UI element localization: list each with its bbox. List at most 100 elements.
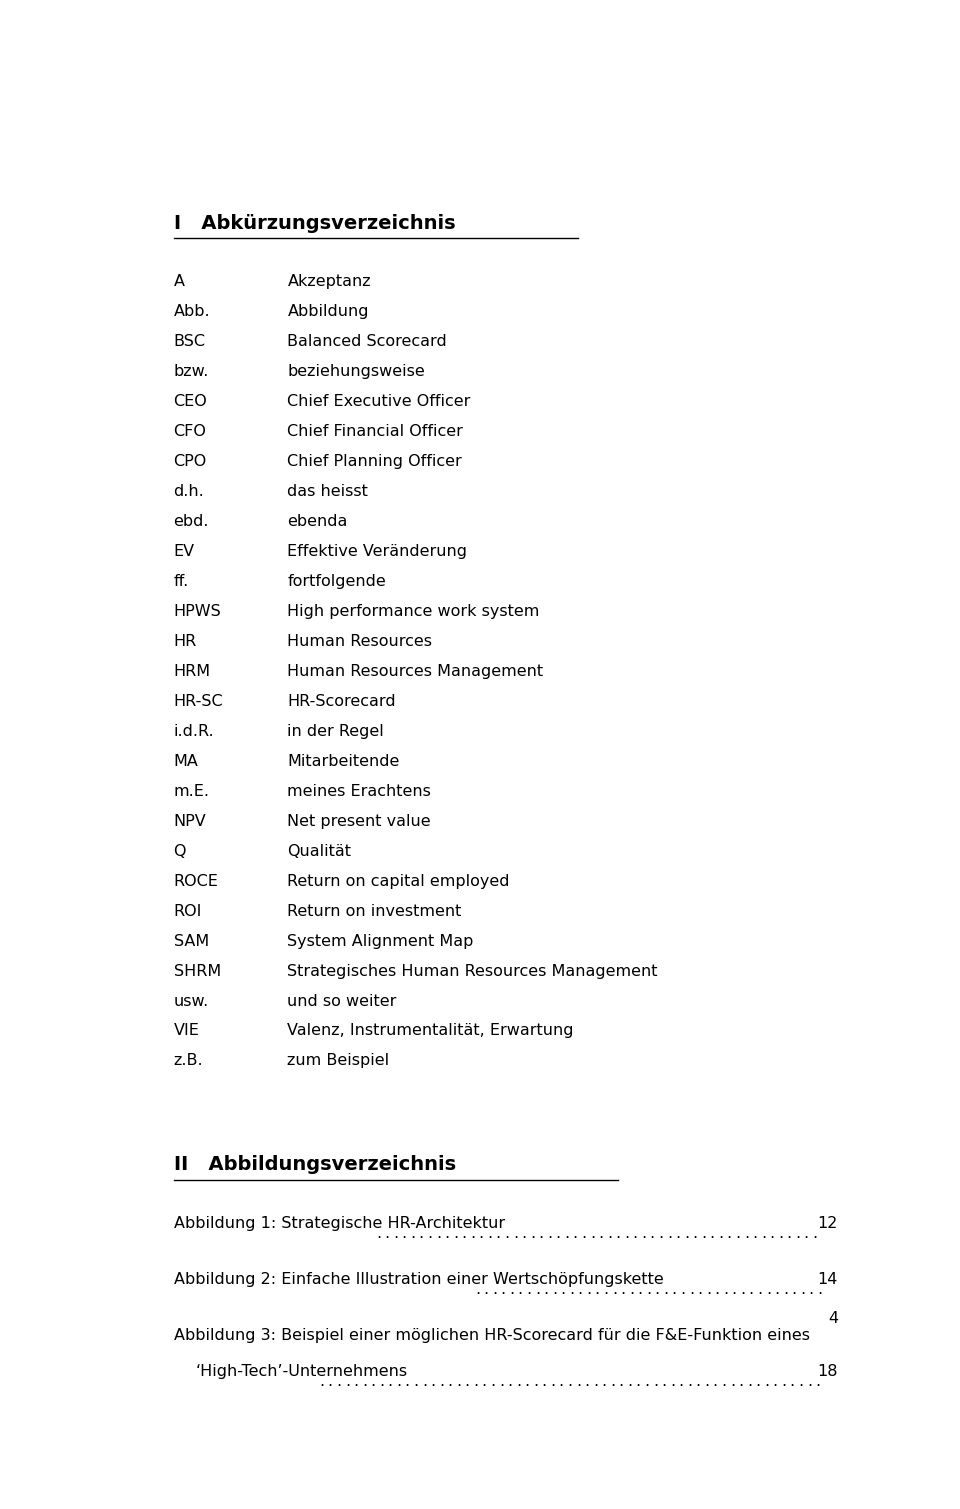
Text: .: . (624, 1227, 629, 1242)
Text: .: . (756, 1375, 760, 1388)
Text: und so weiter: und so weiter (287, 993, 396, 1008)
Text: m.E.: m.E. (174, 783, 209, 798)
Text: .: . (775, 1283, 780, 1298)
Text: .: . (507, 1375, 513, 1388)
Text: Return on capital employed: Return on capital employed (287, 874, 510, 889)
Text: .: . (687, 1375, 692, 1388)
Text: .: . (663, 1283, 668, 1298)
Text: .: . (655, 1283, 660, 1298)
Text: HR: HR (174, 634, 197, 649)
Text: .: . (492, 1283, 497, 1298)
Text: Q: Q (174, 844, 186, 859)
Text: .: . (696, 1375, 701, 1388)
Text: .: . (567, 1375, 572, 1388)
Text: I   Abkürzungsverzeichnis: I Abkürzungsverzeichnis (174, 214, 455, 232)
Text: HPWS: HPWS (174, 604, 222, 619)
Text: .: . (376, 1227, 381, 1242)
Text: .: . (447, 1375, 452, 1388)
Text: 12: 12 (818, 1216, 838, 1231)
Text: Human Resources Management: Human Resources Management (287, 664, 543, 679)
Text: .: . (526, 1283, 531, 1298)
Text: Chief Financial Officer: Chief Financial Officer (287, 424, 464, 439)
Text: CFO: CFO (174, 424, 206, 439)
Text: .: . (697, 1283, 703, 1298)
Text: .: . (517, 1283, 523, 1298)
Text: .: . (470, 1227, 475, 1242)
Text: .: . (388, 1375, 393, 1388)
Text: Effektive Veränderung: Effektive Veränderung (287, 543, 468, 558)
Text: .: . (749, 1283, 754, 1298)
Text: .: . (800, 1283, 805, 1298)
Text: .: . (714, 1283, 720, 1298)
Text: usw.: usw. (174, 993, 209, 1008)
Text: .: . (744, 1227, 749, 1242)
Text: .: . (676, 1227, 681, 1242)
Text: .: . (781, 1375, 786, 1388)
Text: .: . (730, 1375, 735, 1388)
Text: .: . (641, 1227, 646, 1242)
Text: ff.: ff. (174, 573, 189, 589)
Text: .: . (701, 1227, 707, 1242)
Text: .: . (646, 1283, 651, 1298)
Text: .: . (561, 1283, 565, 1298)
Text: Human Resources: Human Resources (287, 634, 432, 649)
Text: 4: 4 (828, 1311, 838, 1325)
Text: .: . (594, 1283, 600, 1298)
Text: .: . (670, 1375, 675, 1388)
Text: 18: 18 (818, 1364, 838, 1379)
Text: .: . (812, 1227, 817, 1242)
Text: SAM: SAM (174, 934, 209, 949)
Text: .: . (598, 1227, 604, 1242)
Text: ROCE: ROCE (174, 874, 219, 889)
Text: .: . (419, 1227, 424, 1242)
Text: z.B.: z.B. (174, 1053, 204, 1068)
Text: bzw.: bzw. (174, 364, 209, 379)
Text: .: . (504, 1227, 510, 1242)
Text: .: . (578, 1283, 583, 1298)
Text: zum Beispiel: zum Beispiel (287, 1053, 390, 1068)
Text: .: . (393, 1227, 398, 1242)
Text: .: . (436, 1227, 441, 1242)
Text: ebd.: ebd. (174, 515, 209, 528)
Text: .: . (453, 1227, 458, 1242)
Text: i.d.R.: i.d.R. (174, 724, 214, 739)
Text: .: . (509, 1283, 515, 1298)
Text: .: . (817, 1283, 823, 1298)
Text: .: . (778, 1227, 783, 1242)
Text: .: . (721, 1375, 727, 1388)
Text: .: . (589, 1227, 595, 1242)
Text: meines Erachtens: meines Erachtens (287, 783, 431, 798)
Text: .: . (569, 1283, 574, 1298)
Text: .: . (405, 1375, 410, 1388)
Text: das heisst: das heisst (287, 484, 369, 499)
Text: .: . (327, 1375, 333, 1388)
Text: .: . (521, 1227, 526, 1242)
Text: .: . (661, 1375, 666, 1388)
Text: fortfolgende: fortfolgende (287, 573, 386, 589)
Text: HR-SC: HR-SC (174, 694, 223, 709)
Text: .: . (495, 1227, 501, 1242)
Text: .: . (535, 1283, 540, 1298)
Text: .: . (319, 1375, 324, 1388)
Text: .: . (484, 1283, 489, 1298)
Text: .: . (764, 1375, 769, 1388)
Text: .: . (629, 1283, 634, 1298)
Text: Strategisches Human Resources Management: Strategisches Human Resources Management (287, 964, 658, 978)
Text: .: . (541, 1375, 546, 1388)
Text: .: . (465, 1375, 469, 1388)
Text: NPV: NPV (174, 813, 206, 828)
Text: .: . (718, 1227, 723, 1242)
Text: .: . (738, 1375, 743, 1388)
Text: .: . (430, 1375, 436, 1388)
Text: .: . (573, 1227, 578, 1242)
Text: II   Abbildungsverzeichnis: II Abbildungsverzeichnis (174, 1156, 456, 1174)
Text: .: . (556, 1227, 561, 1242)
Text: .: . (795, 1227, 801, 1242)
Text: in der Regel: in der Regel (287, 724, 384, 739)
Text: Chief Executive Officer: Chief Executive Officer (287, 394, 470, 409)
Text: .: . (627, 1375, 633, 1388)
Text: .: . (808, 1283, 814, 1298)
Text: .: . (530, 1227, 535, 1242)
Text: .: . (712, 1375, 718, 1388)
Text: .: . (396, 1375, 401, 1388)
